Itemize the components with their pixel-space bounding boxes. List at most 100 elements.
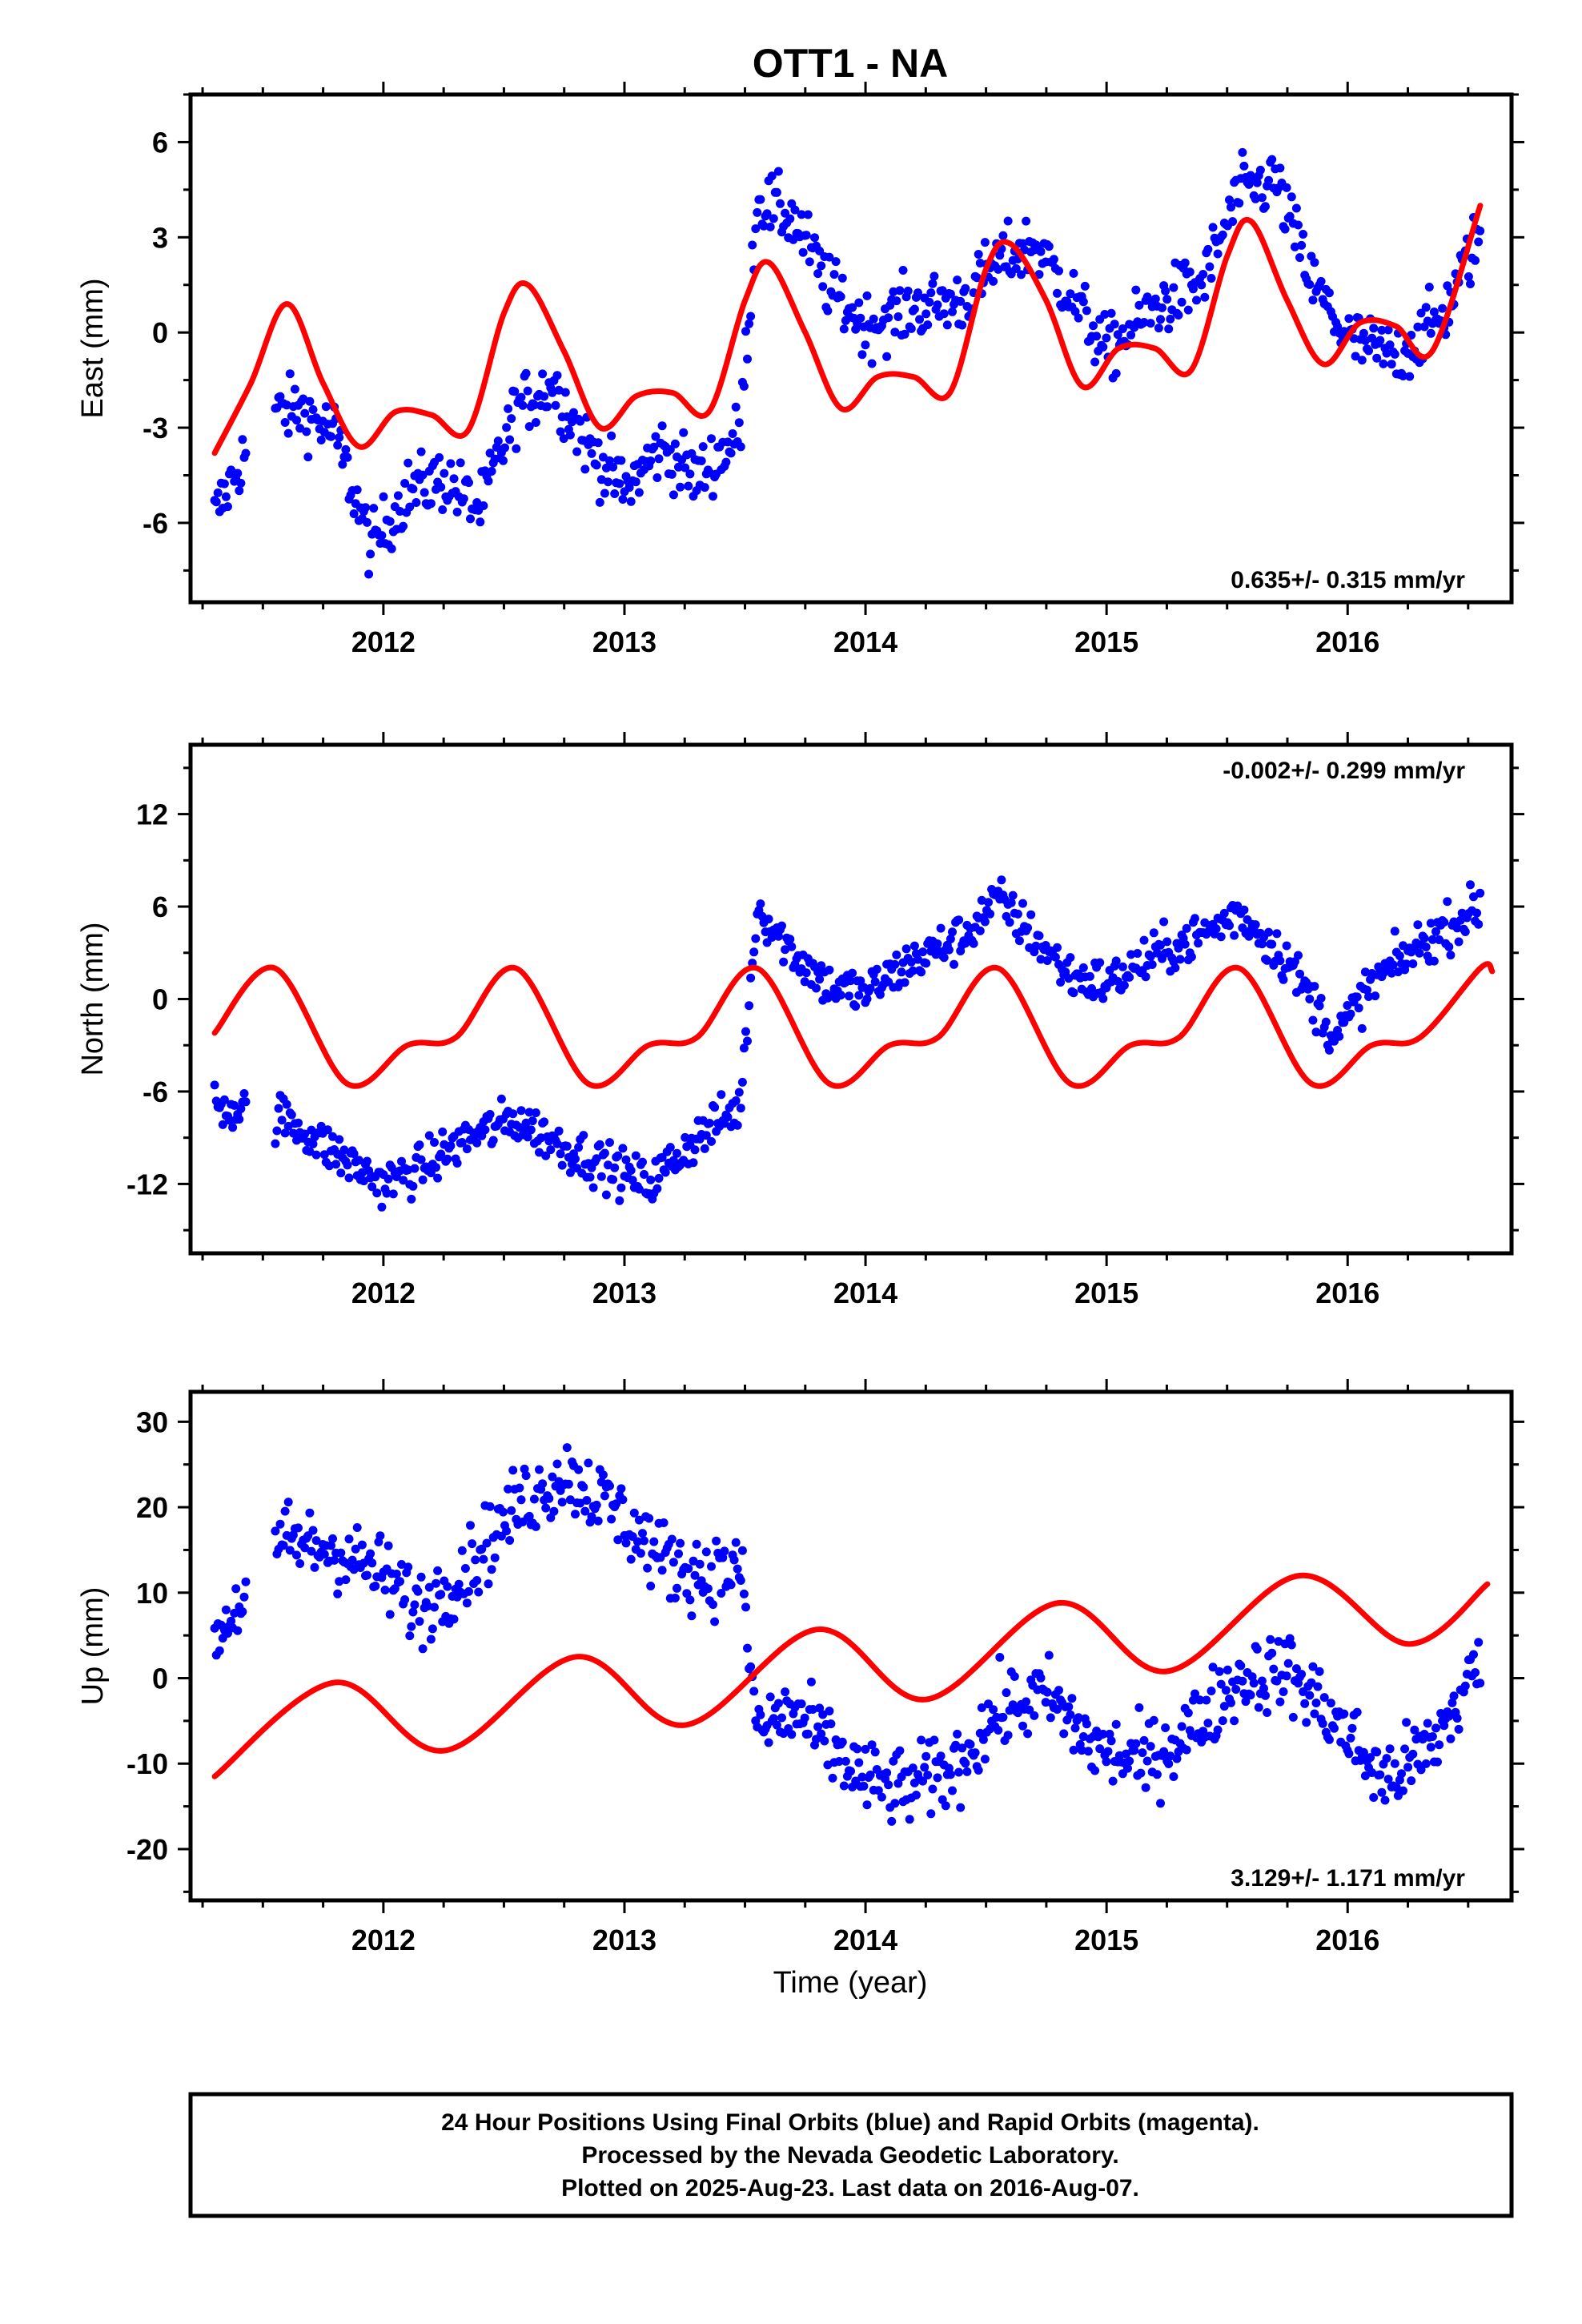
data-point [457,1138,467,1147]
data-point [521,368,531,378]
data-point [1315,1667,1324,1676]
data-point [813,269,823,279]
data-point [717,1589,726,1598]
data-point [300,1543,310,1553]
data-point [328,1534,337,1543]
data-point [1452,923,1462,933]
data-point [626,497,636,506]
data-point [903,286,913,296]
data-point [1230,1716,1239,1726]
data-point [741,1602,750,1612]
data-point [1241,1697,1251,1707]
data-point [884,313,893,323]
data-point [535,1148,544,1157]
x-tick-label: 2015 [1074,1277,1138,1309]
model-curve [211,1572,1491,1779]
data-point [624,483,634,493]
data-point [307,1546,316,1556]
data-point [580,464,590,474]
data-point [646,1582,656,1590]
data-point [700,483,709,493]
data-point [1183,1708,1193,1718]
data-point [1106,308,1116,318]
data-point [654,1173,664,1183]
data-point [426,1634,436,1644]
data-point [1287,192,1296,202]
data-point [366,1549,375,1558]
data-point [400,1595,410,1604]
data-point [687,1611,697,1621]
data-point [1359,1747,1368,1757]
data-point [587,1512,596,1522]
data-point [801,231,811,240]
data-point [428,1624,437,1634]
data-point [626,1166,636,1175]
data-point [829,270,839,279]
data-point [615,1196,624,1205]
data-point [1098,342,1108,352]
data-point [913,288,922,298]
data-point [343,1160,352,1170]
data-point [336,1168,346,1178]
x-tick-label: 2013 [592,625,656,658]
x-tick-label: 2016 [1315,1924,1379,1956]
data-point [900,329,909,339]
data-point [669,1558,678,1567]
data-point [598,452,608,462]
x-tick-label: 2013 [592,1924,656,1956]
data-point [1474,919,1484,929]
data-point [464,478,473,488]
data-point [462,1144,472,1154]
data-point [751,934,761,943]
data-point [1231,1685,1241,1694]
data-point [1026,910,1036,919]
data-point [271,1139,280,1148]
data-point [1074,1713,1083,1723]
data-point [515,1483,524,1493]
data-point [507,414,516,424]
data-point [536,1133,546,1143]
data-point [562,1443,572,1453]
data-point [882,352,892,361]
data-point [1216,932,1226,942]
data-point [1215,1667,1224,1676]
data-point [969,939,978,948]
data-point [595,1140,604,1149]
data-point [285,369,295,379]
data-point [1399,372,1407,380]
data-point [1005,918,1014,927]
data-point [538,369,548,379]
data-point [667,1534,677,1544]
data-point [1219,1702,1229,1711]
data-point [596,1172,606,1181]
data-point [541,1503,551,1513]
data-point [1310,982,1319,991]
data-point [531,1108,540,1117]
data-point [800,977,809,987]
data-point [569,408,578,417]
data-point [420,488,429,497]
data-point [1059,1729,1069,1739]
data-point [995,1653,1005,1662]
data-point [443,1154,452,1164]
data-point [1283,1659,1293,1668]
data-point [221,1605,231,1614]
data-point [801,968,811,978]
data-point [1285,211,1295,221]
data-point [430,1138,439,1147]
data-point [388,1189,398,1199]
data-point [316,1121,326,1131]
x-tick-label: 2014 [833,625,897,658]
data-point [308,1140,318,1148]
data-point [848,303,857,312]
data-point [396,1577,404,1586]
data-point [1238,1676,1247,1686]
data-point [471,1555,480,1565]
data-point [238,1607,247,1617]
data-point [359,1176,368,1186]
data-point [472,498,482,507]
data-point [1025,1705,1034,1715]
data-point [490,1553,500,1562]
data-point [1469,892,1478,902]
footer-line-3: Plotted on 2025-Aug-23. Last data on 201… [561,2175,1139,2201]
